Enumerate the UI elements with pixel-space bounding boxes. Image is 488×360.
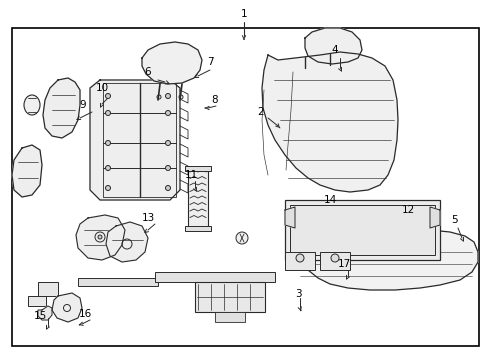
Bar xyxy=(215,312,244,322)
Circle shape xyxy=(165,185,170,190)
Circle shape xyxy=(98,235,102,239)
Text: 15: 15 xyxy=(33,311,46,321)
Text: 2: 2 xyxy=(257,107,264,117)
Circle shape xyxy=(105,185,110,190)
Circle shape xyxy=(165,111,170,116)
Polygon shape xyxy=(142,42,202,84)
Bar xyxy=(155,272,274,282)
Bar xyxy=(78,278,158,286)
Polygon shape xyxy=(106,222,148,262)
Text: 7: 7 xyxy=(206,57,213,67)
Polygon shape xyxy=(43,78,80,138)
Text: 5: 5 xyxy=(451,215,457,225)
Text: 14: 14 xyxy=(323,195,336,205)
Polygon shape xyxy=(52,293,82,322)
Bar xyxy=(285,252,314,270)
Bar xyxy=(195,282,264,312)
Polygon shape xyxy=(12,145,42,197)
Circle shape xyxy=(105,166,110,171)
Polygon shape xyxy=(285,207,294,228)
Polygon shape xyxy=(429,207,439,228)
Bar xyxy=(289,205,434,255)
Ellipse shape xyxy=(24,95,40,115)
Text: 8: 8 xyxy=(211,95,218,105)
Polygon shape xyxy=(90,80,180,200)
Text: 9: 9 xyxy=(80,100,86,110)
Polygon shape xyxy=(76,215,125,260)
Text: 11: 11 xyxy=(184,170,197,180)
Polygon shape xyxy=(289,230,477,290)
Text: 4: 4 xyxy=(331,45,338,55)
Text: 10: 10 xyxy=(95,83,108,93)
Polygon shape xyxy=(262,52,397,192)
Text: 6: 6 xyxy=(144,67,151,77)
Circle shape xyxy=(330,254,338,262)
Circle shape xyxy=(165,94,170,99)
Bar xyxy=(103,83,176,197)
Circle shape xyxy=(105,140,110,145)
Circle shape xyxy=(165,166,170,171)
Circle shape xyxy=(105,94,110,99)
Polygon shape xyxy=(305,28,361,64)
Text: 17: 17 xyxy=(337,259,350,269)
Bar xyxy=(187,168,207,228)
Circle shape xyxy=(295,254,304,262)
Text: 3: 3 xyxy=(294,289,301,299)
Text: 1: 1 xyxy=(240,9,247,19)
Circle shape xyxy=(236,232,247,244)
Polygon shape xyxy=(38,306,52,320)
Text: 16: 16 xyxy=(78,309,91,319)
Bar xyxy=(28,296,46,306)
Bar xyxy=(184,226,210,231)
Circle shape xyxy=(165,140,170,145)
Bar xyxy=(184,166,210,171)
Text: 12: 12 xyxy=(401,205,414,215)
Text: 13: 13 xyxy=(141,213,154,223)
Circle shape xyxy=(105,111,110,116)
Bar xyxy=(319,252,349,270)
Bar xyxy=(38,282,58,296)
Bar xyxy=(12,28,478,346)
Bar xyxy=(285,200,439,260)
